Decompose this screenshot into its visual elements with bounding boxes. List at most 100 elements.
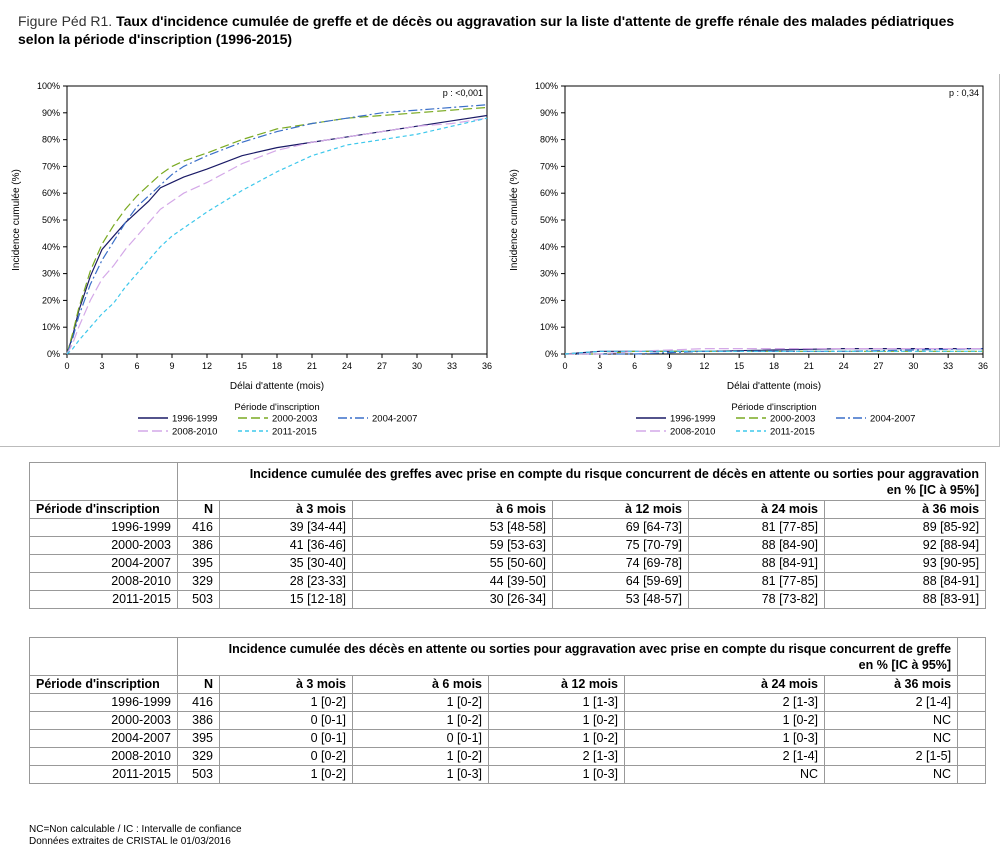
row-value: 0 [0-1] <box>219 711 353 730</box>
series-line-2011-2015 <box>66 117 488 355</box>
series-line-2000-2003 <box>66 106 488 355</box>
figure-title: Figure Péd R1. Taux d'incidence cumulée … <box>18 12 978 48</box>
row-value: 1 [0-2] <box>488 711 625 730</box>
deaths-table-header-unit: en % [IC à 95%] <box>858 658 952 672</box>
table-row: 1996-1999 416 1 [0-2] 1 [0-2] 1 [1-3] 2 [1-3]… <box>29 693 987 712</box>
legend-entry: 2011-2015 <box>272 427 317 438</box>
deaths-table-body: 1996-1999 416 1 [0-2] 1 [0-2] 1 [1-3] 2 [1-3]… <box>29 693 987 784</box>
row-value: 1 [0-2] <box>219 693 353 712</box>
row-value: 1 [0-2] <box>352 711 489 730</box>
row-spacer <box>957 729 987 748</box>
legend-entry: 1996-1999 <box>670 414 715 425</box>
grafts-table-header-unit: en % [IC à 95%] <box>886 483 980 497</box>
series-line-2008-2010 <box>66 117 488 355</box>
row-value: 35 [30-40] <box>219 554 353 573</box>
table-row: 2004-2007 395 0 [0-1] 0 [0-1] 1 [0-2] 1 [0-3]… <box>29 729 987 748</box>
grafts-col-6m: à 6 mois <box>352 500 553 519</box>
table-row: 2011-2015 503 1 [0-2] 1 [0-3] 1 [0-3] NC NC <box>29 765 987 784</box>
x-tick-label: 3 <box>99 361 104 371</box>
chart-2: 0%10%20%30%40%50%60%70%80%90%100%0 3 6 9 12 1… <box>509 81 988 438</box>
row-n: 329 <box>177 747 220 766</box>
grafts-table-corner <box>29 462 178 501</box>
y-tick-label: 100% <box>535 81 558 91</box>
legend-entry: 2004-2007 <box>870 414 915 425</box>
y-tick-label: 80% <box>540 135 558 145</box>
y-tick-label: 40% <box>42 242 60 252</box>
row-n: 416 <box>177 518 220 537</box>
row-value: 1 [0-3] <box>352 765 489 784</box>
y-tick-label: 0% <box>47 349 60 359</box>
legend-title: Période d'inscription <box>731 402 816 413</box>
x-tick-label: 12 <box>699 361 709 371</box>
y-tick-label: 60% <box>42 188 60 198</box>
row-value: 92 [88-94] <box>823 536 987 555</box>
table-row: 2000-2003 386 0 [0-1] 1 [0-2] 1 [0-2] 1 [0-2]… <box>29 711 987 730</box>
y-tick-label: 20% <box>42 295 60 305</box>
deaths-table: Incidence cumulée des décès en attente o… <box>29 637 987 784</box>
deaths-table-header-text: Incidence cumulée des décès en attente o… <box>228 642 952 656</box>
series-line-2004-2007 <box>66 104 488 355</box>
row-value: 81 [77-85] <box>688 572 825 591</box>
legend-entry: 2004-2007 <box>372 414 417 425</box>
row-value: 53 [48-57] <box>552 590 689 609</box>
x-tick-label: 24 <box>342 361 352 371</box>
row-value: 88 [84-90] <box>688 536 825 555</box>
row-value: 2 [1-3] <box>624 693 825 712</box>
row-period: 2004-2007 <box>29 729 178 748</box>
table-row: 2000-2003 386 41 [36-46] 59 [53-63] 75 [70-7… <box>29 536 987 555</box>
row-period: 1996-1999 <box>29 518 178 537</box>
p-value-label: p : 0,34 <box>949 88 979 98</box>
row-value: 88 [84-91] <box>688 554 825 573</box>
grafts-col-24m: à 24 mois <box>688 500 825 519</box>
row-value: 28 [23-33] <box>219 572 353 591</box>
row-n: 329 <box>177 572 220 591</box>
row-n: 395 <box>177 729 220 748</box>
row-value: NC <box>823 711 959 730</box>
chart-1: 0%10%20%30%40%50%60%70%80%90%100%0 3 6 9 12 1… <box>11 81 492 438</box>
grafts-table-body: 1996-1999 416 39 [34-44] 53 [48-58] 69 [64-7… <box>29 518 987 609</box>
x-tick-label: 24 <box>839 361 849 371</box>
row-n: 395 <box>177 554 220 573</box>
table-row: 2008-2010 329 0 [0-2] 1 [0-2] 2 [1-3] 2 [1-4]… <box>29 747 987 766</box>
row-value: 74 [69-78] <box>552 554 689 573</box>
row-value: 39 [34-44] <box>219 518 353 537</box>
deaths-col-36m: à 36 mois <box>823 675 959 694</box>
y-tick-label: 10% <box>42 322 60 332</box>
row-value: 1 [0-3] <box>624 729 825 748</box>
deaths-col-period: Période d'inscription <box>29 675 178 694</box>
row-value: 2 [1-5] <box>823 747 959 766</box>
row-period: 2011-2015 <box>29 590 178 609</box>
row-value: 59 [53-63] <box>352 536 553 555</box>
row-value: 64 [59-69] <box>552 572 689 591</box>
deaths-col-6m: à 6 mois <box>352 675 489 694</box>
row-value: 53 [48-58] <box>352 518 553 537</box>
table-row: 2004-2007 395 35 [30-40] 55 [50-60] 74 [69-7… <box>29 554 987 573</box>
x-tick-label: 36 <box>482 361 492 371</box>
y-tick-label: 80% <box>42 135 60 145</box>
row-n: 416 <box>177 693 220 712</box>
grafts-table: Incidence cumulée des greffes avec prise… <box>29 462 987 609</box>
deaths-col-12m: à 12 mois <box>488 675 625 694</box>
footnote-line-1: NC=Non calculable / IC : Intervalle de c… <box>29 824 242 835</box>
row-period: 2008-2010 <box>29 572 178 591</box>
row-value: NC <box>624 765 825 784</box>
legend-entry: 2008-2010 <box>670 427 715 438</box>
row-value: NC <box>823 765 959 784</box>
row-value: 88 [84-91] <box>823 572 987 591</box>
plot-frame <box>564 85 984 355</box>
row-value: 78 [73-82] <box>688 590 825 609</box>
table-row: 2011-2015 503 15 [12-18] 30 [26-34] 53 [48-5… <box>29 590 987 609</box>
x-tick-label: 27 <box>377 361 387 371</box>
row-spacer <box>957 747 987 766</box>
row-period: 2000-2003 <box>29 711 178 730</box>
x-tick-label: 15 <box>237 361 247 371</box>
deaths-table-corner <box>29 637 178 676</box>
deaths-col-spacer <box>957 675 987 694</box>
y-tick-label: 90% <box>540 108 558 118</box>
legend-entry: 2011-2015 <box>770 427 815 438</box>
x-tick-label: 21 <box>307 361 317 371</box>
grafts-table-header-text: Incidence cumulée des greffes avec prise… <box>249 467 980 481</box>
x-tick-label: 0 <box>64 361 69 371</box>
x-tick-label: 12 <box>202 361 212 371</box>
row-value: 55 [50-60] <box>352 554 553 573</box>
